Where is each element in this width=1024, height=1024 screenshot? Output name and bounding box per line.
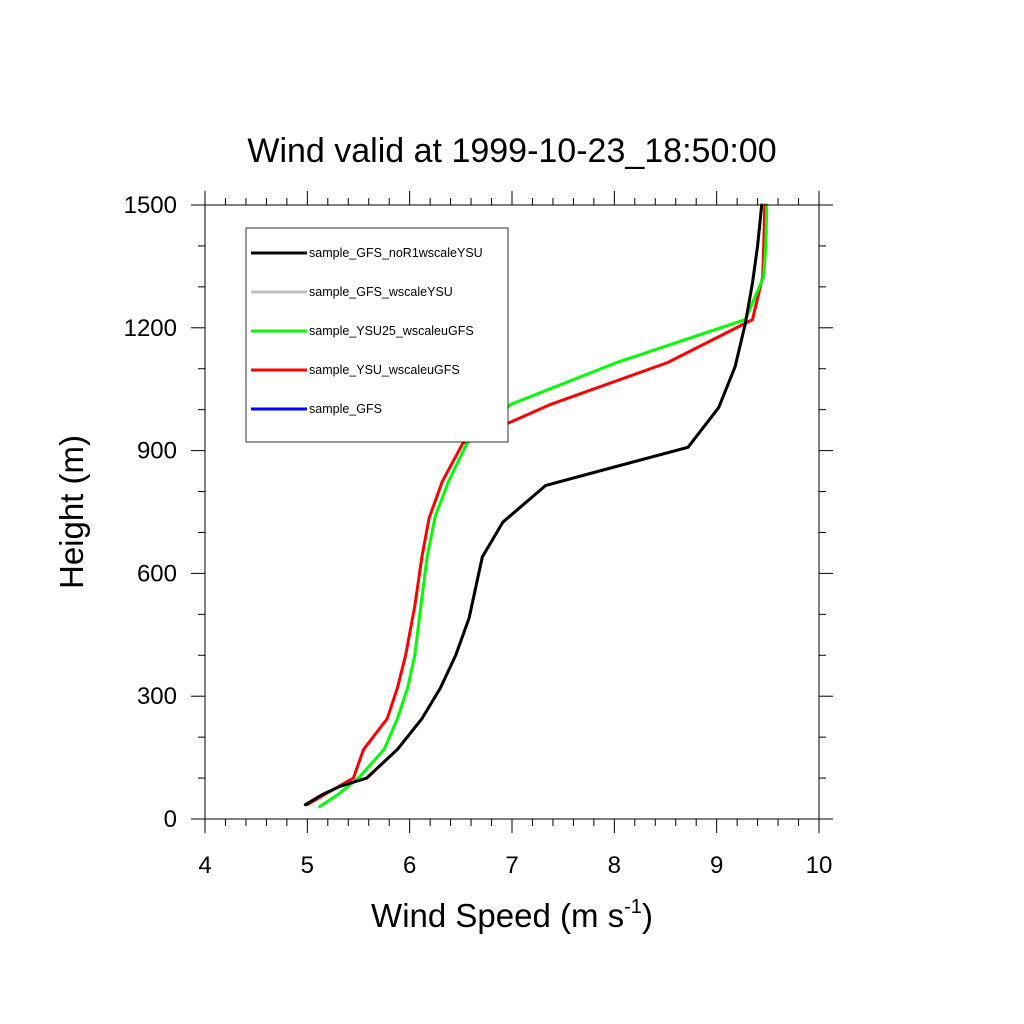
legend-label: sample_YSU25_wscaleuGFS	[309, 324, 474, 338]
x-tick-label: 9	[710, 852, 723, 879]
x-tick-label: 4	[198, 852, 211, 879]
y-tick-label: 1500	[124, 192, 177, 219]
y-tick-label: 600	[137, 560, 177, 587]
x-axis-label-superscript: -1	[624, 896, 642, 918]
x-tick-label: 5	[301, 852, 314, 879]
series-line-sample_YSU_wscaleuGFS	[305, 203, 767, 807]
legend-label: sample_GFS	[309, 402, 382, 416]
x-axis-label-suffix: )	[642, 897, 653, 934]
legend-label: sample_YSU_wscaleuGFS	[309, 363, 460, 377]
y-tick-label: 1200	[124, 315, 177, 342]
legend-label: sample_GFS_noR1wscaleYSU	[309, 246, 483, 260]
x-tick-label: 8	[608, 852, 621, 879]
legend: sample_GFS_noR1wscaleYSU sample_GFS_wscal…	[245, 227, 509, 443]
x-tick-label: 7	[505, 852, 518, 879]
chart-title: Wind valid at 1999-10-23_18:50:00	[247, 132, 776, 170]
x-axis-label-main: Wind Speed (m s	[371, 897, 624, 934]
legend-label: sample_GFS_wscaleYSU	[309, 285, 453, 299]
legend-box	[245, 227, 509, 443]
y-axis-label: Height (m)	[53, 435, 90, 589]
x-tick-label: 6	[403, 852, 416, 879]
y-tick-label: 900	[137, 438, 177, 465]
x-axis-label: Wind Speed (m s-1)	[371, 896, 653, 934]
y-tick-label: 300	[137, 683, 177, 710]
y-tick-label: 0	[164, 806, 177, 833]
series-line-sample_GFS_noR1wscaleYSU	[303, 203, 764, 807]
x-tick-label: 10	[806, 852, 833, 879]
